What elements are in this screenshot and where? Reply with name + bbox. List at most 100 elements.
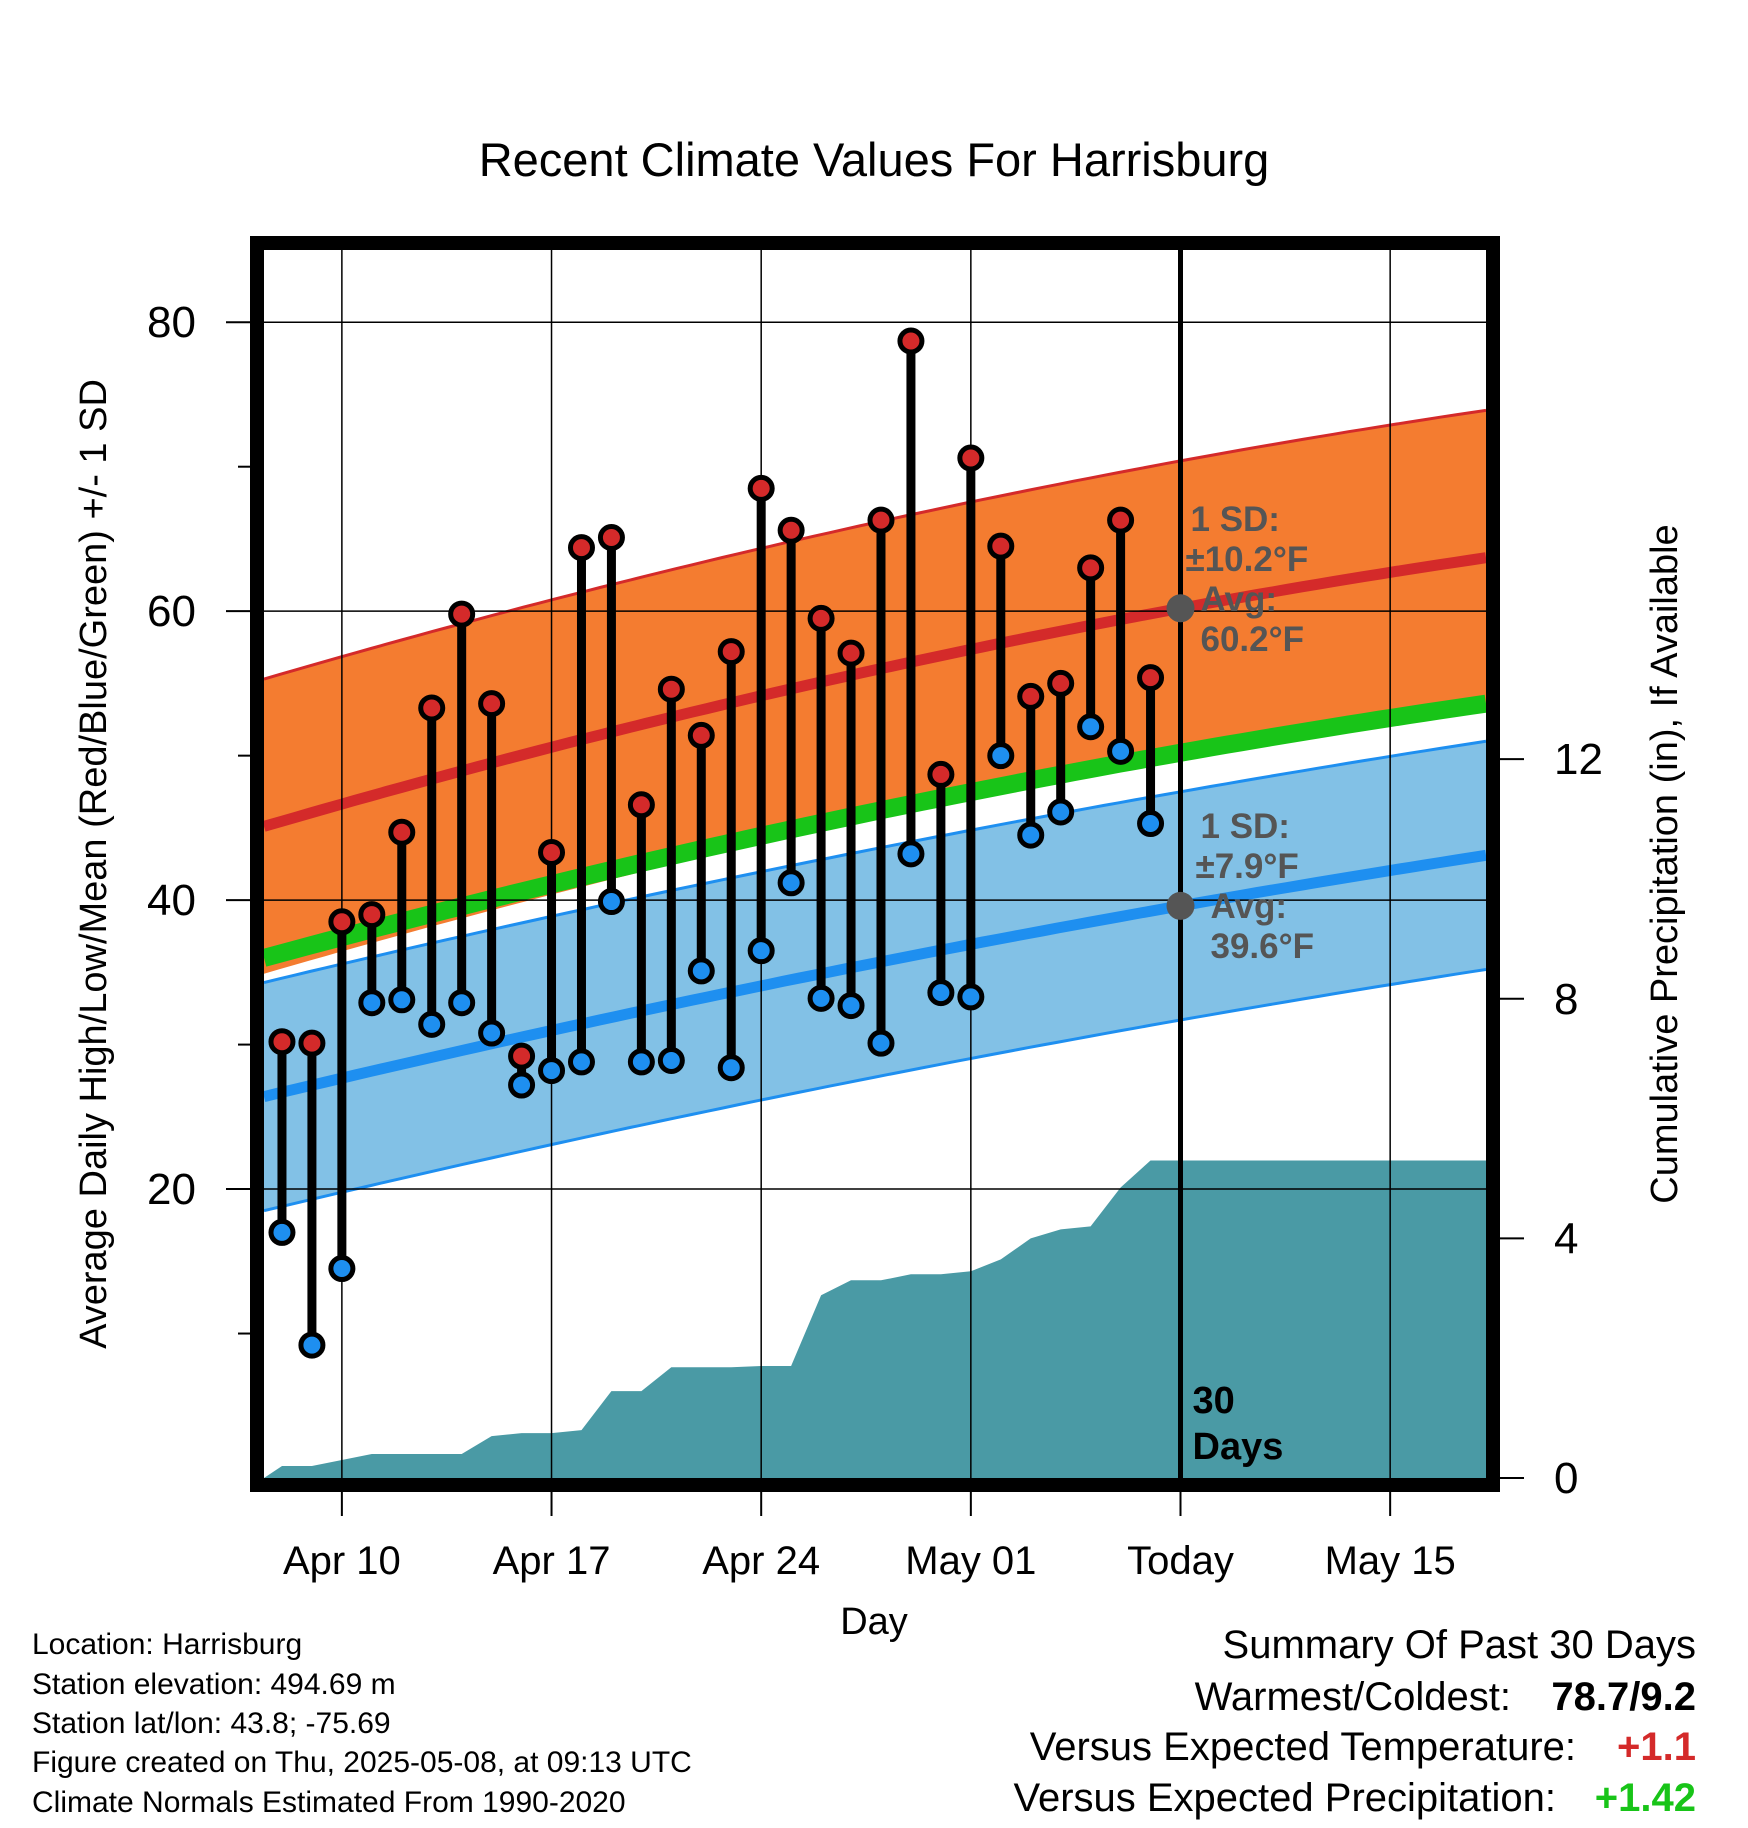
created-text: Figure created on Thu, 2025-05-08, at 09… xyxy=(32,1746,692,1779)
daily-low-point xyxy=(657,1046,685,1074)
x-tick-label: Apr 24 xyxy=(702,1539,820,1583)
low-sd-upper-line xyxy=(264,739,1486,984)
daily-low-point xyxy=(627,1048,655,1076)
daily-high-point xyxy=(987,532,1015,560)
today-high-annotation: 1 SD: ±10.2°F Avg: 60.2°F xyxy=(1186,500,1309,659)
daily-high-point xyxy=(538,838,566,866)
normals-text: Climate Normals Estimated From 1990-2020 xyxy=(32,1786,626,1819)
y-tick-label: 80 xyxy=(147,298,196,347)
daily-low-point xyxy=(538,1057,566,1085)
low-sd-lower-line xyxy=(264,968,1486,1213)
x-tick-label: Apr 17 xyxy=(493,1539,611,1583)
plot-area: 1 SD: ±10.2°F Avg: 60.2°F 1 SD: ±7.9°F Avg: 39.… xyxy=(264,250,1486,1478)
y-axis-label: Average Daily High/Low/Mean (Red/Blue/Gr… xyxy=(73,379,115,1349)
daily-high-point xyxy=(927,760,955,788)
daily-high-point xyxy=(657,675,685,703)
daily-low-point xyxy=(687,957,715,985)
daily-high-point xyxy=(328,908,356,936)
plot-frame xyxy=(250,236,1500,1492)
warmest-value: 78.7/9.2 xyxy=(1551,1675,1696,1719)
daily-high-point xyxy=(268,1028,296,1056)
daily-high-point xyxy=(717,638,745,666)
daily-high-point xyxy=(807,604,835,632)
x-tick-label: May 15 xyxy=(1325,1539,1456,1583)
daily-high-point xyxy=(1107,506,1135,534)
summary-warmest: Warmest/Coldest: 78.7/9.2 xyxy=(1195,1677,1696,1717)
daily-low-point xyxy=(597,888,625,916)
summary-precipitation: Versus Expected Precipitation: +1.42 xyxy=(1013,1778,1696,1818)
warmest-label: Warmest/Coldest: xyxy=(1194,1675,1511,1719)
daily-low-point xyxy=(478,1019,506,1047)
precipitation-value: +1.42 xyxy=(1594,1776,1696,1820)
today-high-normal-marker xyxy=(1166,594,1195,623)
daily-low-point xyxy=(448,989,476,1017)
daily-high-point xyxy=(837,639,865,667)
precipitation-area xyxy=(264,1160,1486,1478)
elevation-text: Station elevation: 494.69 m xyxy=(32,1668,396,1701)
daily-high-point xyxy=(867,506,895,534)
daily-high-point xyxy=(448,600,476,628)
daily-high-point xyxy=(747,474,775,502)
daily-low-point xyxy=(987,742,1015,770)
daily-low-point xyxy=(298,1331,326,1359)
today-low-normal-marker xyxy=(1166,891,1195,920)
y-tick-label: 40 xyxy=(147,876,196,925)
daily-high-point xyxy=(1017,682,1045,710)
daily-low-point xyxy=(328,1255,356,1283)
daily-high-point xyxy=(388,818,416,846)
location-text: Location: Harrisburg xyxy=(32,1628,303,1661)
y2-tick-label: 0 xyxy=(1554,1454,1578,1503)
high-normal-line xyxy=(264,552,1486,832)
precipitation-label: Versus Expected Precipitation: xyxy=(1013,1776,1556,1820)
daily-low-point xyxy=(388,986,416,1014)
daily-high-point xyxy=(777,516,805,544)
daily-high-point xyxy=(897,327,925,355)
daily-low-point xyxy=(358,989,386,1017)
y2-axis-label: Cumulative Precipitation (in), If Availa… xyxy=(1644,524,1686,1203)
temperature-label: Versus Expected Temperature: xyxy=(1029,1725,1576,1769)
daily-low-point xyxy=(867,1029,895,1057)
x-tick-label: Today xyxy=(1127,1539,1234,1583)
daily-high-point xyxy=(597,523,625,551)
daily-low-point xyxy=(567,1048,595,1076)
y2-tick-label: 12 xyxy=(1554,735,1603,784)
window-label: 30 Days xyxy=(1193,1380,1284,1468)
y2-tick-label: 8 xyxy=(1554,975,1578,1024)
daily-high-point xyxy=(478,690,506,718)
today-low-annotation: 1 SD: ±7.9°F Avg: 39.6°F xyxy=(1196,807,1315,966)
daily-low-point xyxy=(747,937,775,965)
chart-title: Recent Climate Values For Harrisburg xyxy=(479,133,1270,186)
daily-high-point xyxy=(358,901,386,929)
daily-high-point xyxy=(418,694,446,722)
x-tick-label: May 01 xyxy=(905,1539,1036,1583)
x-tick-label: Apr 10 xyxy=(283,1539,401,1583)
daily-low-point xyxy=(1017,821,1045,849)
daily-low-point xyxy=(268,1218,296,1246)
daily-high-point xyxy=(1077,554,1105,582)
summary-temperature: Versus Expected Temperature: +1.1 xyxy=(1030,1727,1696,1767)
y-tick-label: 60 xyxy=(147,587,196,636)
daily-low-point xyxy=(1137,810,1165,838)
daily-low-point xyxy=(957,983,985,1011)
temperature-value: +1.1 xyxy=(1617,1725,1696,1769)
daily-low-point xyxy=(508,1071,536,1099)
y-tick-label: 20 xyxy=(147,1165,196,1214)
latlon-text: Station lat/lon: 43.8; -75.69 xyxy=(32,1707,391,1740)
daily-high-point xyxy=(508,1042,536,1070)
mean-normal-line xyxy=(264,694,1486,967)
summary-title: Summary Of Past 30 Days xyxy=(1222,1623,1696,1667)
daily-high-point xyxy=(627,791,655,819)
daily-high-point xyxy=(298,1029,326,1057)
daily-low-point xyxy=(927,979,955,1007)
x-axis-label: Day xyxy=(840,1601,908,1643)
daily-low-point xyxy=(807,984,835,1012)
daily-low-point xyxy=(1077,713,1105,741)
daily-low-point xyxy=(777,869,805,897)
daily-high-point xyxy=(1137,664,1165,692)
low-normal-line xyxy=(264,849,1486,1102)
y2-tick-label: 4 xyxy=(1554,1214,1578,1263)
daily-low-point xyxy=(1107,737,1135,765)
daily-high-point xyxy=(687,721,715,749)
daily-low-point xyxy=(717,1054,745,1082)
